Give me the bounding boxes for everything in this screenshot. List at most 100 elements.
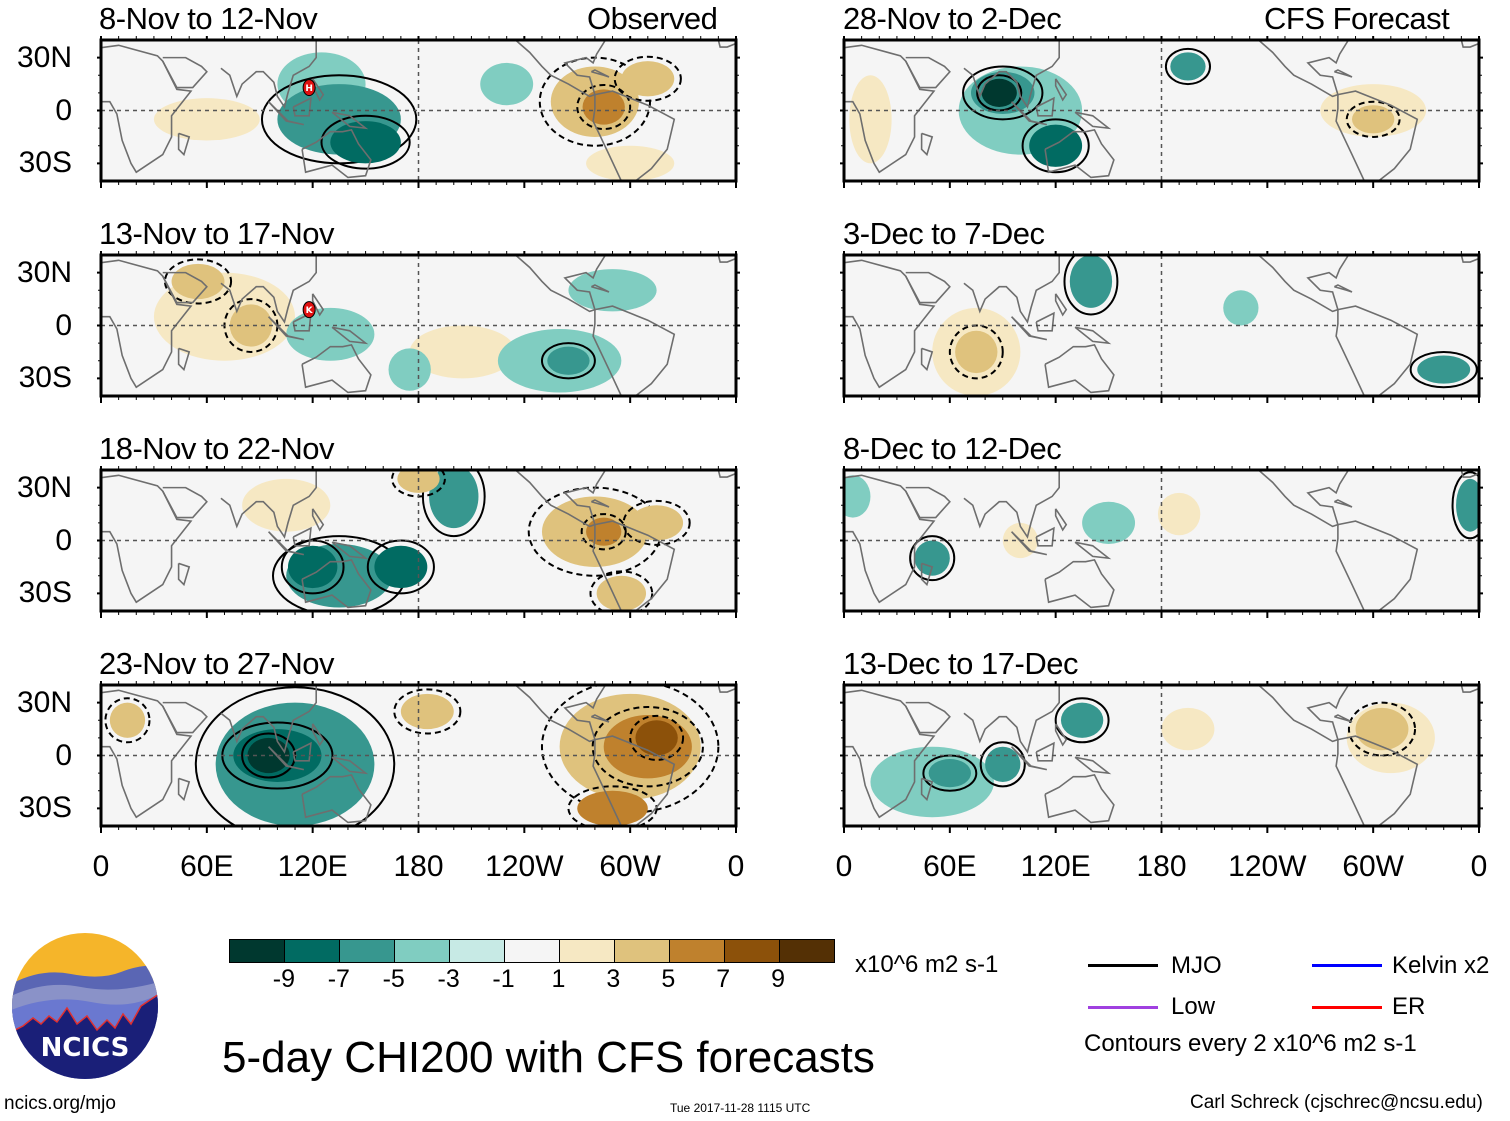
anomaly-region: [400, 693, 454, 730]
anomaly-region: [981, 78, 1017, 107]
coastline: [301, 773, 372, 824]
coastline: [514, 255, 607, 313]
coastline: [1257, 40, 1350, 98]
anomaly-region: [1456, 478, 1479, 532]
coastline: [1010, 746, 1048, 771]
coastline: [311, 508, 325, 532]
anomaly-region: [1355, 707, 1409, 751]
coastline: [1044, 343, 1115, 394]
anomaly-region: [330, 121, 401, 164]
coastline: [844, 259, 936, 389]
coastline: [592, 520, 676, 611]
anomaly-region: [547, 346, 590, 375]
map-panel-forecast-3: [840, 466, 1483, 618]
mjo-contour: [1164, 47, 1212, 86]
coastline: [592, 305, 676, 396]
mjo-contour: [104, 697, 151, 744]
coastline: [1074, 756, 1112, 775]
coastline: [267, 746, 305, 771]
coastline: [592, 735, 676, 826]
coastline: [331, 111, 369, 130]
anomaly-region: [635, 720, 678, 756]
anomaly-region: [1156, 258, 1185, 322]
coastline: [162, 486, 208, 519]
colorbar-swatch: [449, 940, 504, 962]
legend-line-kelvin: [1312, 964, 1382, 967]
anomaly-region: [1352, 105, 1395, 134]
coastline: [220, 470, 317, 539]
coastline: [220, 255, 317, 324]
y-tick-label: 0: [55, 308, 72, 342]
anomaly-region: [586, 145, 675, 181]
forecast-label: CFS Forecast: [1264, 1, 1450, 36]
anomaly-region: [1223, 290, 1259, 326]
colorbar-swatch: [669, 940, 724, 962]
coastline: [177, 347, 191, 372]
anomaly-region: [914, 540, 950, 576]
y-tick-label: 30N: [16, 255, 72, 289]
mjo-contour: [613, 55, 682, 102]
svg-text:K: K: [306, 306, 314, 316]
x-tick-label: 0: [835, 850, 853, 883]
mjo-contour: [1063, 255, 1119, 316]
anomaly-region: [287, 545, 338, 589]
panel-title-2: 13-Nov to 17-Nov: [99, 216, 334, 251]
coastline: [311, 723, 325, 747]
coastline: [1335, 90, 1419, 181]
mjo-contour: [163, 258, 233, 305]
mjo-contour: [194, 686, 396, 826]
svg-text:H: H: [305, 84, 313, 94]
anomaly-region: [153, 98, 260, 141]
colorbar-tick-label: -3: [437, 965, 460, 993]
coastline: [1054, 78, 1068, 102]
anomaly-region: [388, 348, 431, 391]
mjo-contour: [1345, 100, 1401, 138]
anomaly-region: [1060, 702, 1104, 738]
coastline: [963, 470, 1060, 539]
mjo-contour: [591, 706, 704, 788]
legend-label-kelvin: Kelvin x2: [1392, 952, 1490, 979]
coastline: [717, 685, 736, 693]
anomaly-region: [171, 263, 225, 300]
y-tick-label: 0: [55, 93, 72, 127]
anomaly-region: [1082, 501, 1136, 545]
colorbar-swatch: [394, 940, 449, 962]
panel-title-3: 18-Nov to 22-Nov: [99, 431, 334, 466]
colorbar-swatch: [504, 940, 559, 962]
coastline: [1044, 773, 1115, 824]
colorbar-swatch: [724, 940, 779, 962]
panel-title-4: 23-Nov to 27-Nov: [99, 646, 334, 681]
coastline: [1334, 714, 1353, 723]
mjo-contour: [979, 741, 1026, 788]
y-tick-label: 30N: [16, 685, 72, 719]
colorbar-tick-label: -5: [382, 965, 405, 993]
coastline: [905, 56, 951, 89]
anomaly-region: [374, 545, 428, 589]
coastline: [220, 40, 317, 109]
website-link[interactable]: ncics.org/mjo: [4, 1093, 116, 1114]
legend-label-mjo: MJO: [1171, 952, 1222, 979]
anomaly-region: [985, 746, 1021, 782]
coastline: [292, 741, 312, 762]
logo-text: NCICS: [41, 1033, 130, 1063]
tropical-cyclone-icon: K: [302, 301, 316, 319]
coastline: [1335, 520, 1419, 611]
x-tick-label: 120E: [1020, 850, 1091, 883]
coastline: [1074, 111, 1112, 130]
coastline: [1074, 326, 1112, 345]
x-tick-label: 0: [1470, 850, 1488, 883]
mjo-contour: [948, 324, 1004, 380]
coastline: [177, 132, 191, 157]
x-tick-label: 60W: [599, 850, 661, 883]
coastline: [162, 271, 208, 304]
coastline: [331, 326, 369, 345]
y-tick-label: 0: [55, 523, 72, 557]
mjo-contour: [393, 688, 462, 735]
legend-line-low: [1088, 1006, 1158, 1009]
coastline: [1460, 685, 1479, 693]
anomaly-region: [1069, 255, 1113, 308]
colorbar-tick-label: 5: [661, 965, 676, 993]
coastline: [1035, 311, 1055, 332]
coastline: [101, 689, 193, 819]
x-tick-label: 0: [727, 850, 745, 883]
